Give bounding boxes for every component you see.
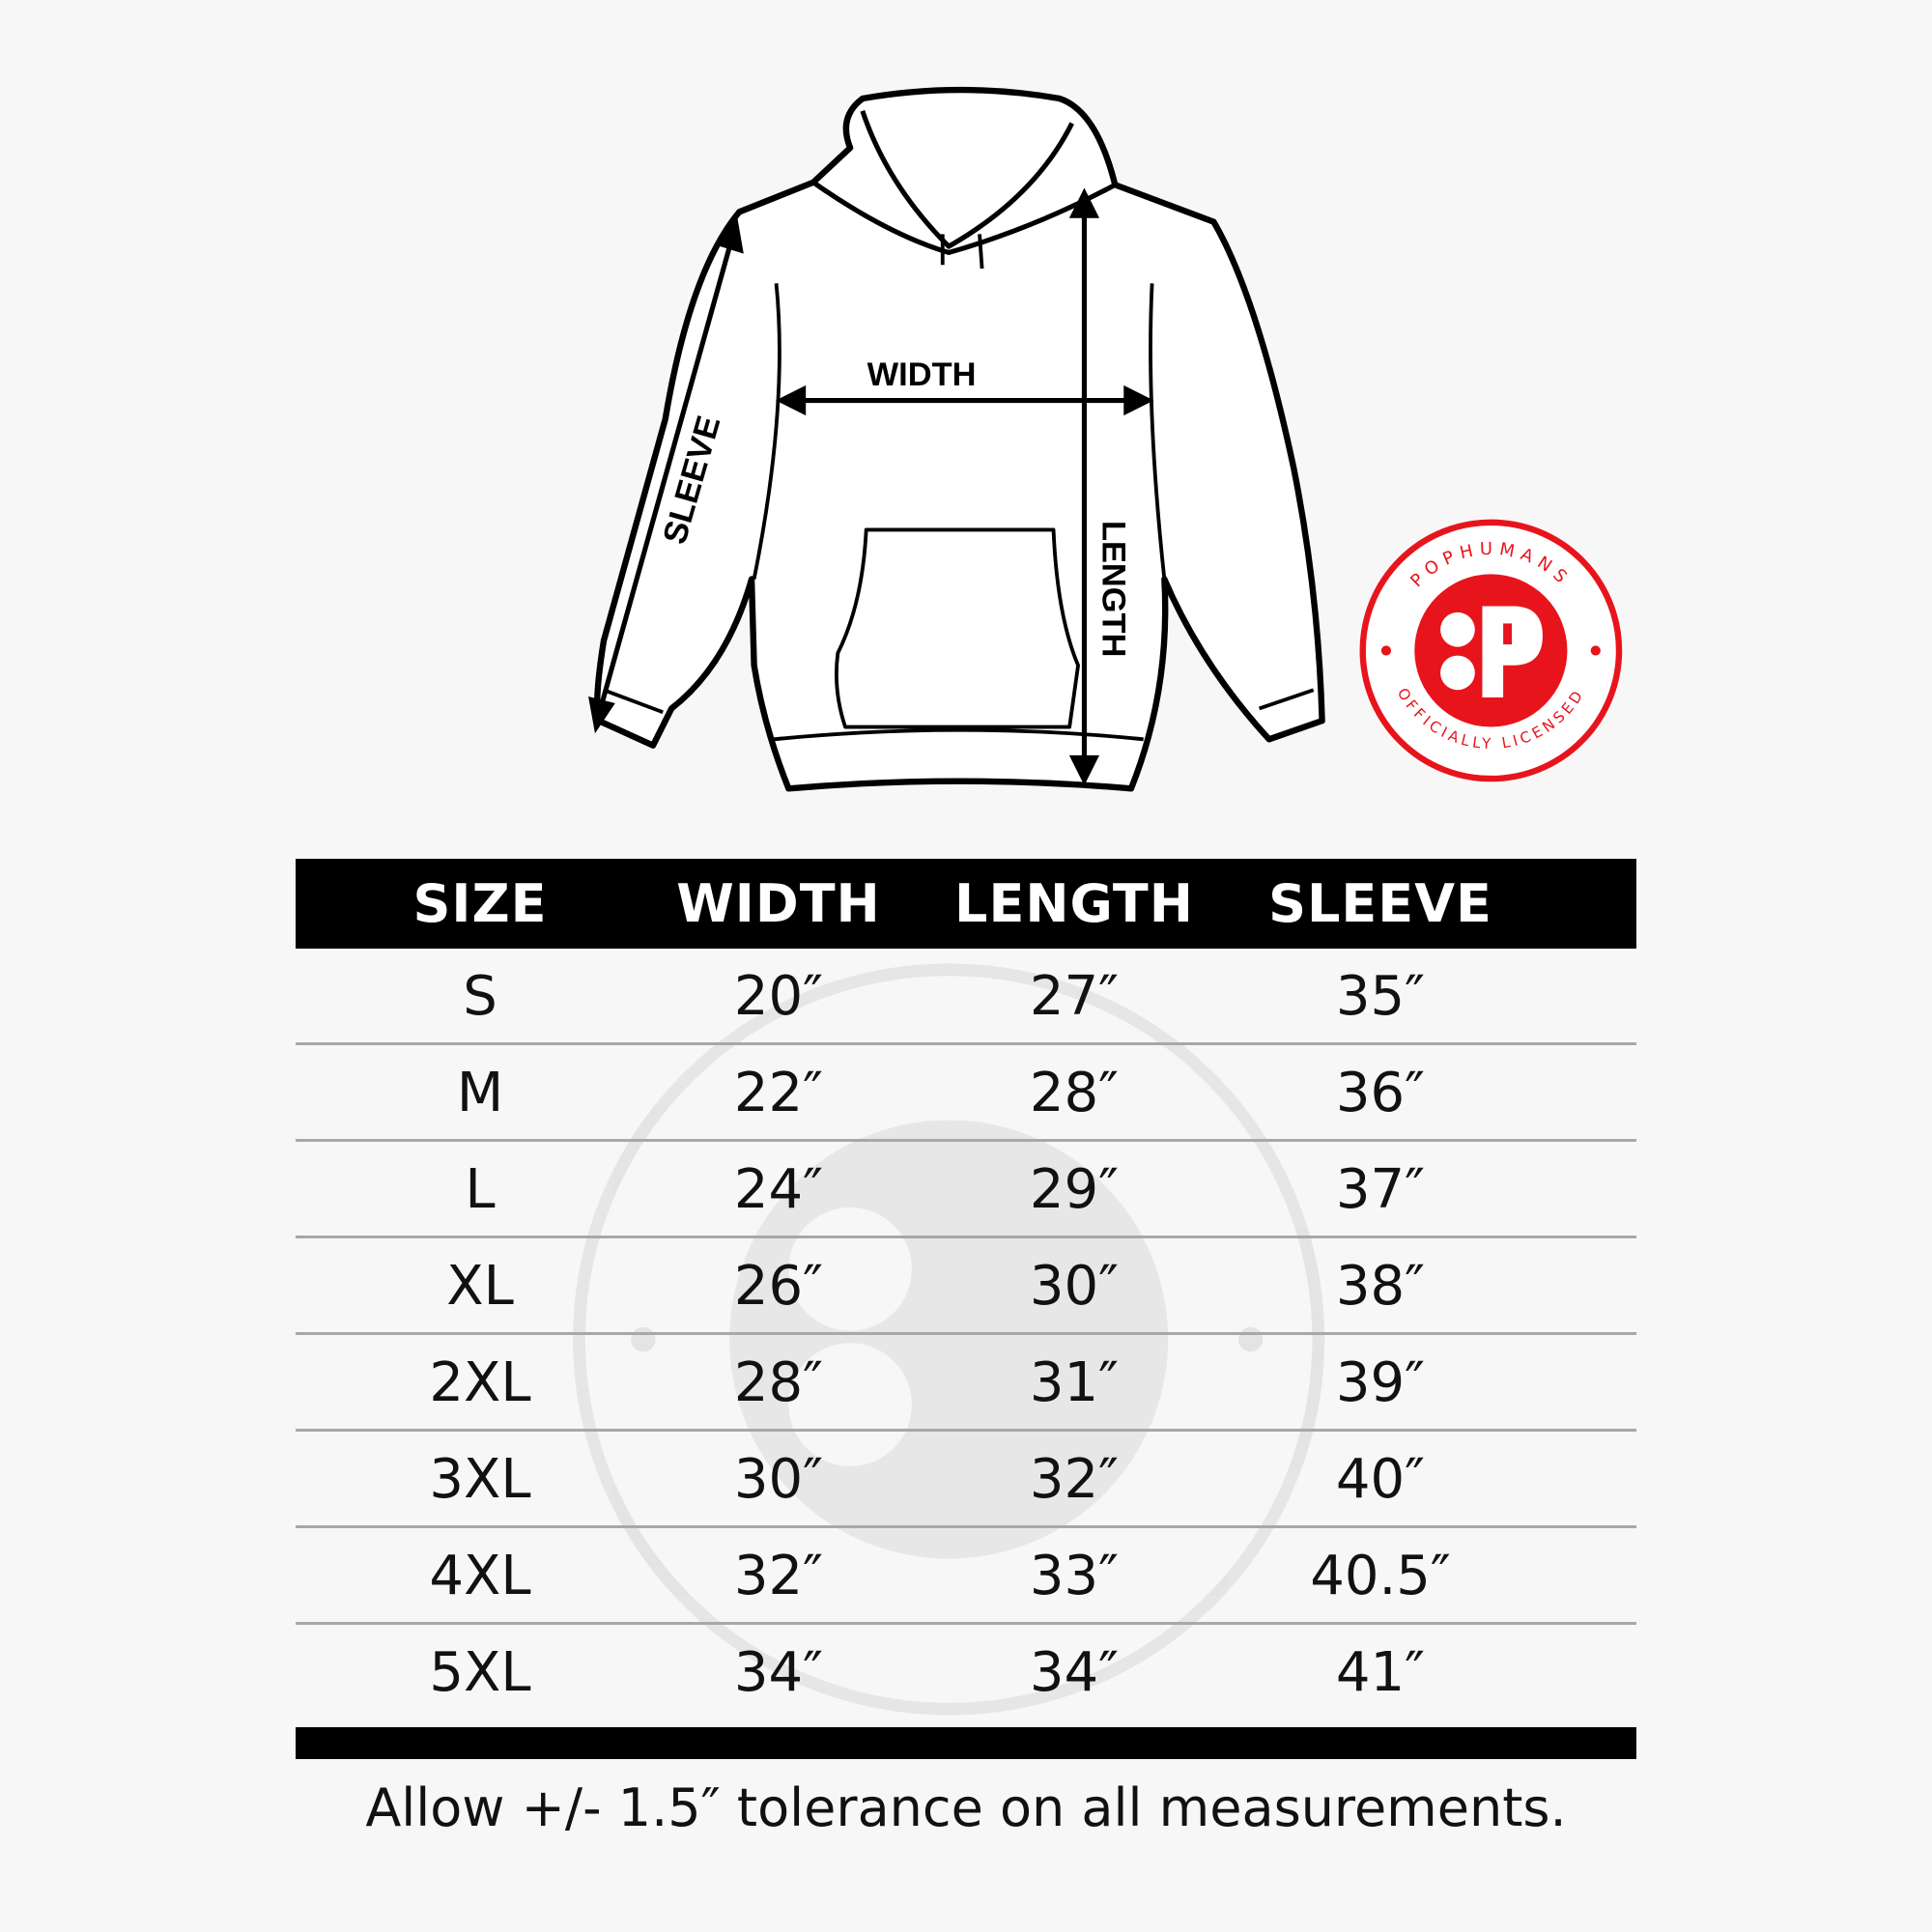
table-row: XL 26″ 30″ 38″ <box>296 1238 1636 1335</box>
header-width: WIDTH <box>676 873 881 934</box>
table-row: M 22″ 28″ 36″ <box>296 1045 1636 1142</box>
table-row: 4XL 32″ 33″ 40.5″ <box>296 1528 1636 1625</box>
table-cell: 20″ <box>733 965 824 1028</box>
table-cell: 34″ <box>733 1641 824 1704</box>
table-cell: 27″ <box>1029 965 1120 1028</box>
tolerance-note: Allow +/- 1.5″ tolerance on all measurem… <box>365 1777 1567 1838</box>
pophumans-logo: POPHUMANS OFFICIALLY LICENSED <box>1359 519 1623 782</box>
header-length: LENGTH <box>954 873 1194 934</box>
table-cell: 41″ <box>1335 1641 1426 1704</box>
table-cell: 32″ <box>1029 1448 1120 1511</box>
table-row: S 20″ 27″ 35″ <box>296 949 1636 1045</box>
table-bottom-bar <box>296 1727 1636 1759</box>
table-row: 2XL 28″ 31″ 39″ <box>296 1335 1636 1432</box>
table-cell: 28″ <box>733 1351 824 1414</box>
table-cell: 28″ <box>1029 1062 1120 1124</box>
table-cell: 33″ <box>1029 1545 1120 1607</box>
table-cell: S <box>463 965 497 1028</box>
table-cell: 34″ <box>1029 1641 1120 1704</box>
table-cell: 2XL <box>429 1351 531 1414</box>
table-cell: 36″ <box>1335 1062 1426 1124</box>
header-sleeve: SLEEVE <box>1268 873 1492 934</box>
watermark-logo <box>573 963 1325 1716</box>
table-row: 3XL 30″ 32″ 40″ <box>296 1432 1636 1528</box>
table-cell: L <box>465 1158 496 1221</box>
table-cell: 4XL <box>429 1545 531 1607</box>
table-cell: M <box>456 1062 504 1124</box>
table-cell: 32″ <box>733 1545 824 1607</box>
width-label: WIDTH <box>867 356 977 393</box>
table-cell: 24″ <box>733 1158 824 1221</box>
header-size: SIZE <box>412 873 548 934</box>
table-cell: 40″ <box>1335 1448 1426 1511</box>
table-cell: 38″ <box>1335 1255 1426 1318</box>
table-cell: 35″ <box>1335 965 1426 1028</box>
size-chart-table: SIZE WIDTH LENGTH SLEEVE S 20″ 27″ 35″ M 22″ 2… <box>296 859 1636 1721</box>
table-header: SIZE WIDTH LENGTH SLEEVE <box>296 859 1636 949</box>
table-cell: 40.5″ <box>1310 1545 1451 1607</box>
table-cell: 30″ <box>733 1448 824 1511</box>
table-row: L 24″ 29″ 37″ <box>296 1142 1636 1238</box>
table-cell: 39″ <box>1335 1351 1426 1414</box>
table-cell: XL <box>446 1255 514 1318</box>
table-cell: 31″ <box>1029 1351 1120 1414</box>
table-cell: 22″ <box>733 1062 824 1124</box>
table-cell: 26″ <box>733 1255 824 1318</box>
length-label: LENGTH <box>1095 521 1132 658</box>
table-cell: 30″ <box>1029 1255 1120 1318</box>
table-cell: 5XL <box>429 1641 531 1704</box>
measurement-arrows <box>588 187 1154 786</box>
hoodie-diagram <box>594 86 1325 792</box>
table-cell: 37″ <box>1335 1158 1426 1221</box>
table-row: 5XL 34″ 34″ 41″ <box>296 1625 1636 1721</box>
table-cell: 29″ <box>1029 1158 1120 1221</box>
table-cell: 3XL <box>429 1448 531 1511</box>
